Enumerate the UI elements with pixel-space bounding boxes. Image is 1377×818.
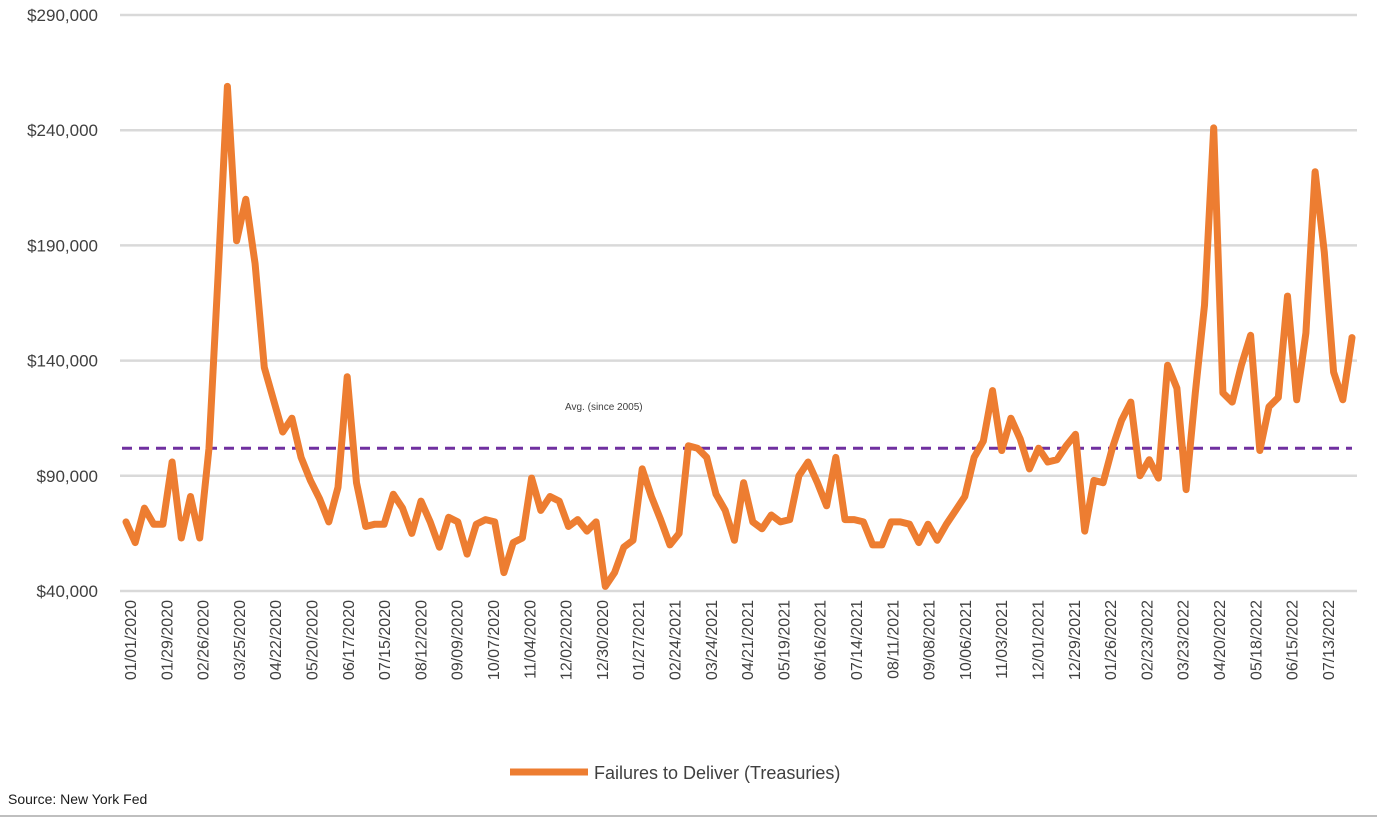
x-tick-label: 06/15/2022 (1285, 600, 1302, 680)
y-tick-label: $290,000 (27, 6, 98, 25)
x-tick-label: 05/18/2022 (1248, 600, 1265, 680)
x-tick-label: 03/25/2020 (232, 600, 249, 680)
x-tick-label: 08/11/2021 (885, 600, 902, 679)
y-tick-label: $190,000 (27, 236, 98, 255)
y-tick-label: $40,000 (37, 582, 98, 601)
x-tick-label: 05/20/2020 (305, 600, 322, 680)
x-tick-label: 06/16/2021 (813, 600, 830, 680)
x-tick-label: 12/01/2021 (1031, 600, 1048, 680)
x-tick-label: 12/02/2020 (559, 600, 576, 680)
x-tick-label: 12/30/2020 (595, 600, 612, 680)
y-tick-label: $240,000 (27, 121, 98, 140)
series-group (122, 82, 1356, 590)
y-tick-label: $140,000 (27, 352, 98, 371)
x-tick-label: 04/20/2022 (1212, 600, 1229, 680)
x-tick-label: 08/12/2020 (413, 600, 430, 680)
x-tick-label: 04/22/2020 (268, 600, 285, 680)
series-line-failures-to-deliver (122, 82, 1356, 590)
x-tick-label: 02/23/2022 (1139, 600, 1156, 680)
x-tick-label: 01/01/2020 (123, 600, 140, 680)
x-tick-label: 03/23/2022 (1176, 600, 1193, 680)
x-tick-label: 06/17/2020 (341, 600, 358, 680)
gridlines (120, 13, 1357, 593)
x-tick-label: 09/09/2020 (450, 600, 467, 680)
x-tick-label: 10/06/2021 (958, 600, 975, 680)
x-axis-tick-labels: 01/01/2020 01/29/2020 02/26/2020 03/25/2020… (123, 600, 1338, 680)
x-tick-label: 09/08/2021 (922, 600, 939, 680)
y-tick-label: $90,000 (37, 467, 98, 486)
x-tick-label: 01/27/2021 (631, 600, 648, 680)
x-tick-label: 01/29/2020 (159, 600, 176, 680)
x-tick-label: 12/29/2021 (1067, 600, 1084, 680)
x-tick-label: 01/26/2022 (1103, 600, 1120, 680)
x-tick-label: 11/03/2021 (994, 600, 1011, 679)
x-tick-label: 02/26/2020 (196, 600, 213, 680)
x-tick-label: 10/07/2020 (486, 600, 503, 680)
x-tick-label: 03/24/2021 (704, 600, 721, 680)
avg-annotation: Avg. (since 2005) (565, 402, 643, 413)
legend-label-failures: Failures to Deliver (Treasuries) (594, 763, 840, 783)
source-note: Source: New York Fed (8, 791, 147, 807)
x-tick-label: 04/21/2021 (740, 600, 757, 680)
y-axis-tick-labels: $40,000 $90,000 $140,000 $190,000 $240,000 $2… (27, 6, 98, 601)
x-tick-label: 02/24/2021 (668, 600, 685, 680)
x-tick-label: 11/04/2020 (522, 600, 539, 679)
x-tick-label: 07/14/2021 (849, 600, 866, 680)
legend: Failures to Deliver (Treasuries) (510, 763, 840, 783)
x-tick-label: 07/15/2020 (377, 600, 394, 680)
x-tick-label: 05/19/2021 (776, 600, 793, 680)
x-tick-label: 07/13/2022 (1321, 600, 1338, 680)
